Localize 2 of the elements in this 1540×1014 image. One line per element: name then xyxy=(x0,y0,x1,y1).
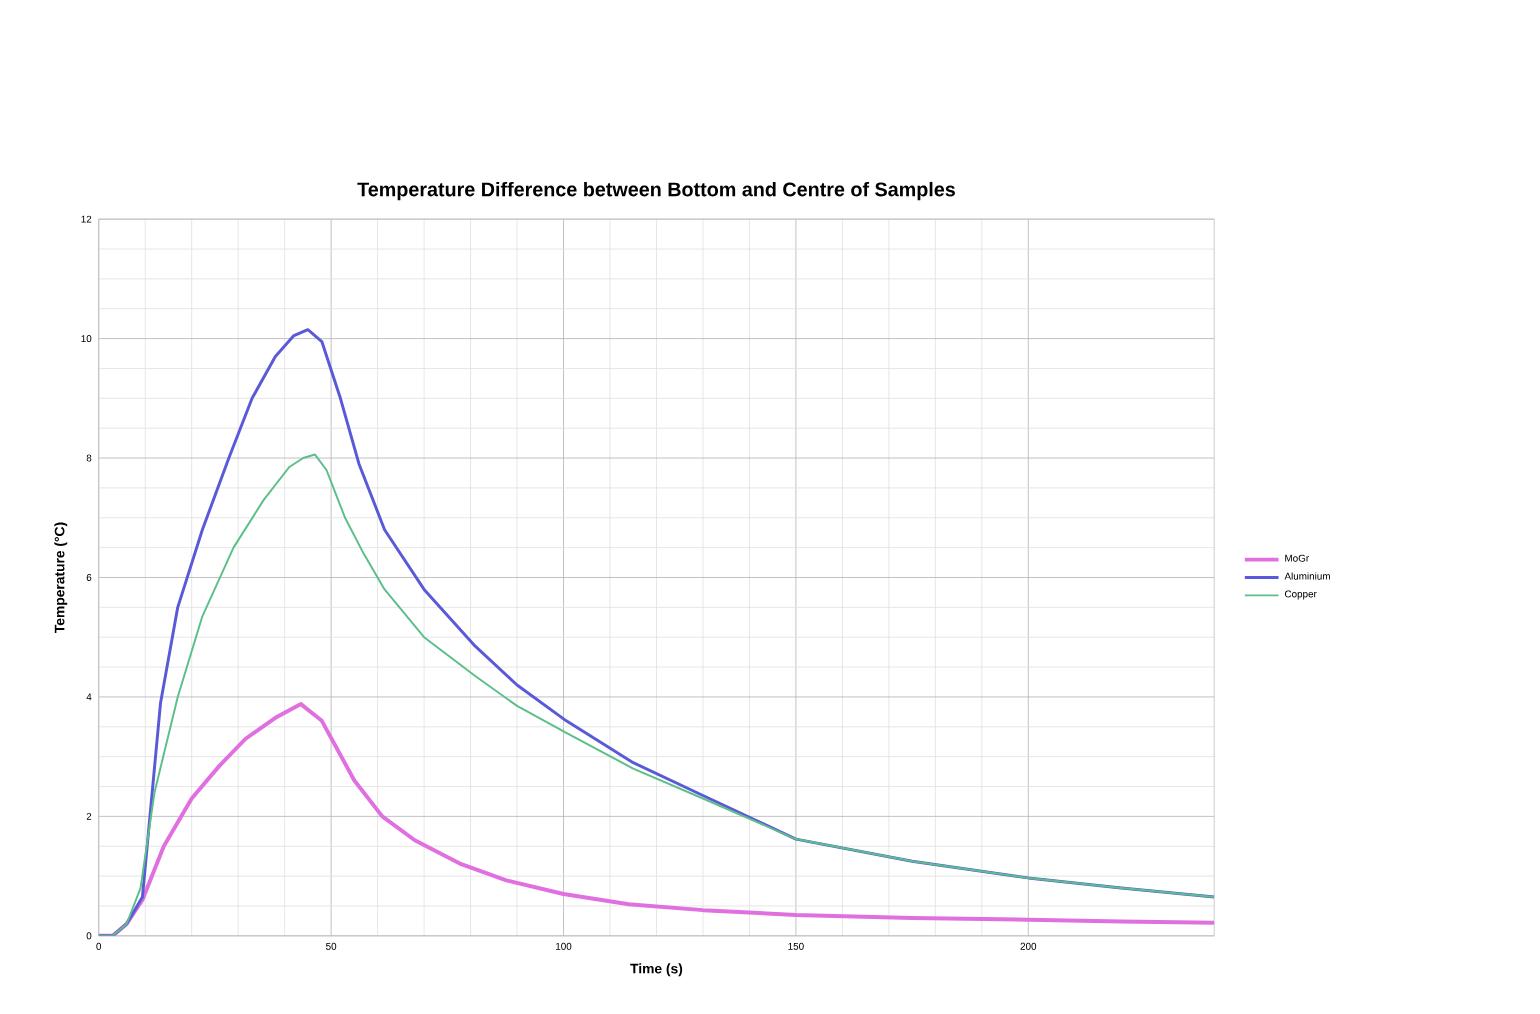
line-series xyxy=(98,327,1215,936)
chart-title: Temperature Difference between Bottom and Centre of Samples xyxy=(357,181,955,200)
